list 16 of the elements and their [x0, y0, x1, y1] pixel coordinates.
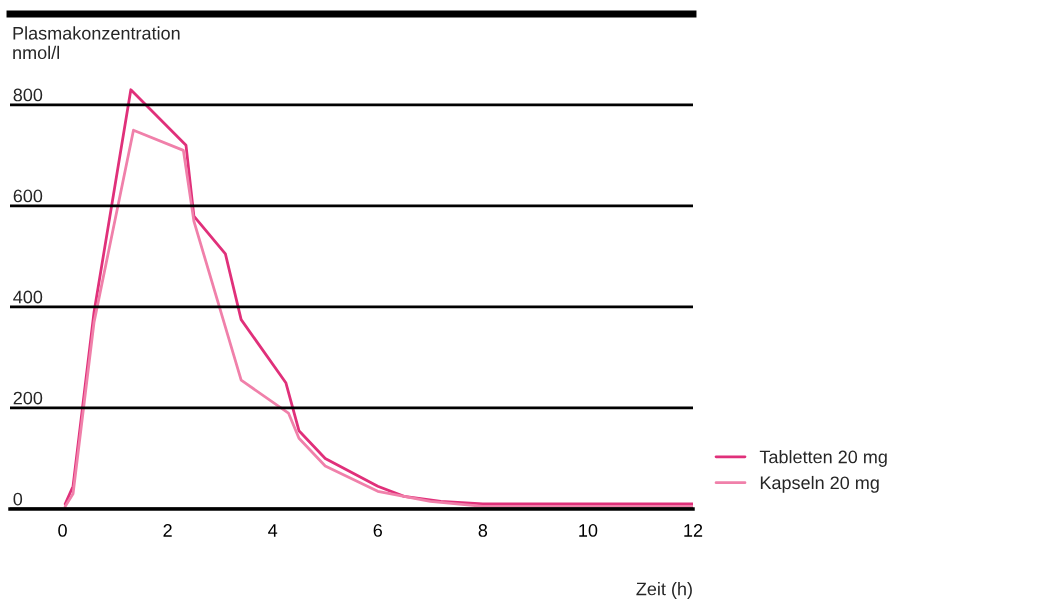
legend-label: Kapseln 20 mg — [760, 475, 879, 493]
y-tick-label: 800 — [13, 88, 43, 102]
y-tick-label: 400 — [13, 290, 43, 304]
x-tick-label: 10 — [579, 524, 598, 537]
y-tick-label: 200 — [13, 391, 43, 405]
x-tick-label: 2 — [163, 524, 172, 537]
y-tick-label: 0 — [13, 492, 23, 506]
x-tick-label: 8 — [478, 524, 488, 537]
y-axis-title: Plasmakonzentration nmol/l — [13, 26, 180, 60]
x-tick-label: 12 — [684, 524, 703, 537]
x-tick-label: 4 — [268, 524, 278, 537]
legend-label: Tabletten 20 mg — [759, 450, 887, 467]
x-tick-label: 6 — [373, 524, 382, 537]
x-tick-label: 0 — [58, 524, 67, 537]
x-axis-title: Zeit (h) — [636, 582, 692, 599]
y-tick-label: 600 — [13, 189, 43, 203]
